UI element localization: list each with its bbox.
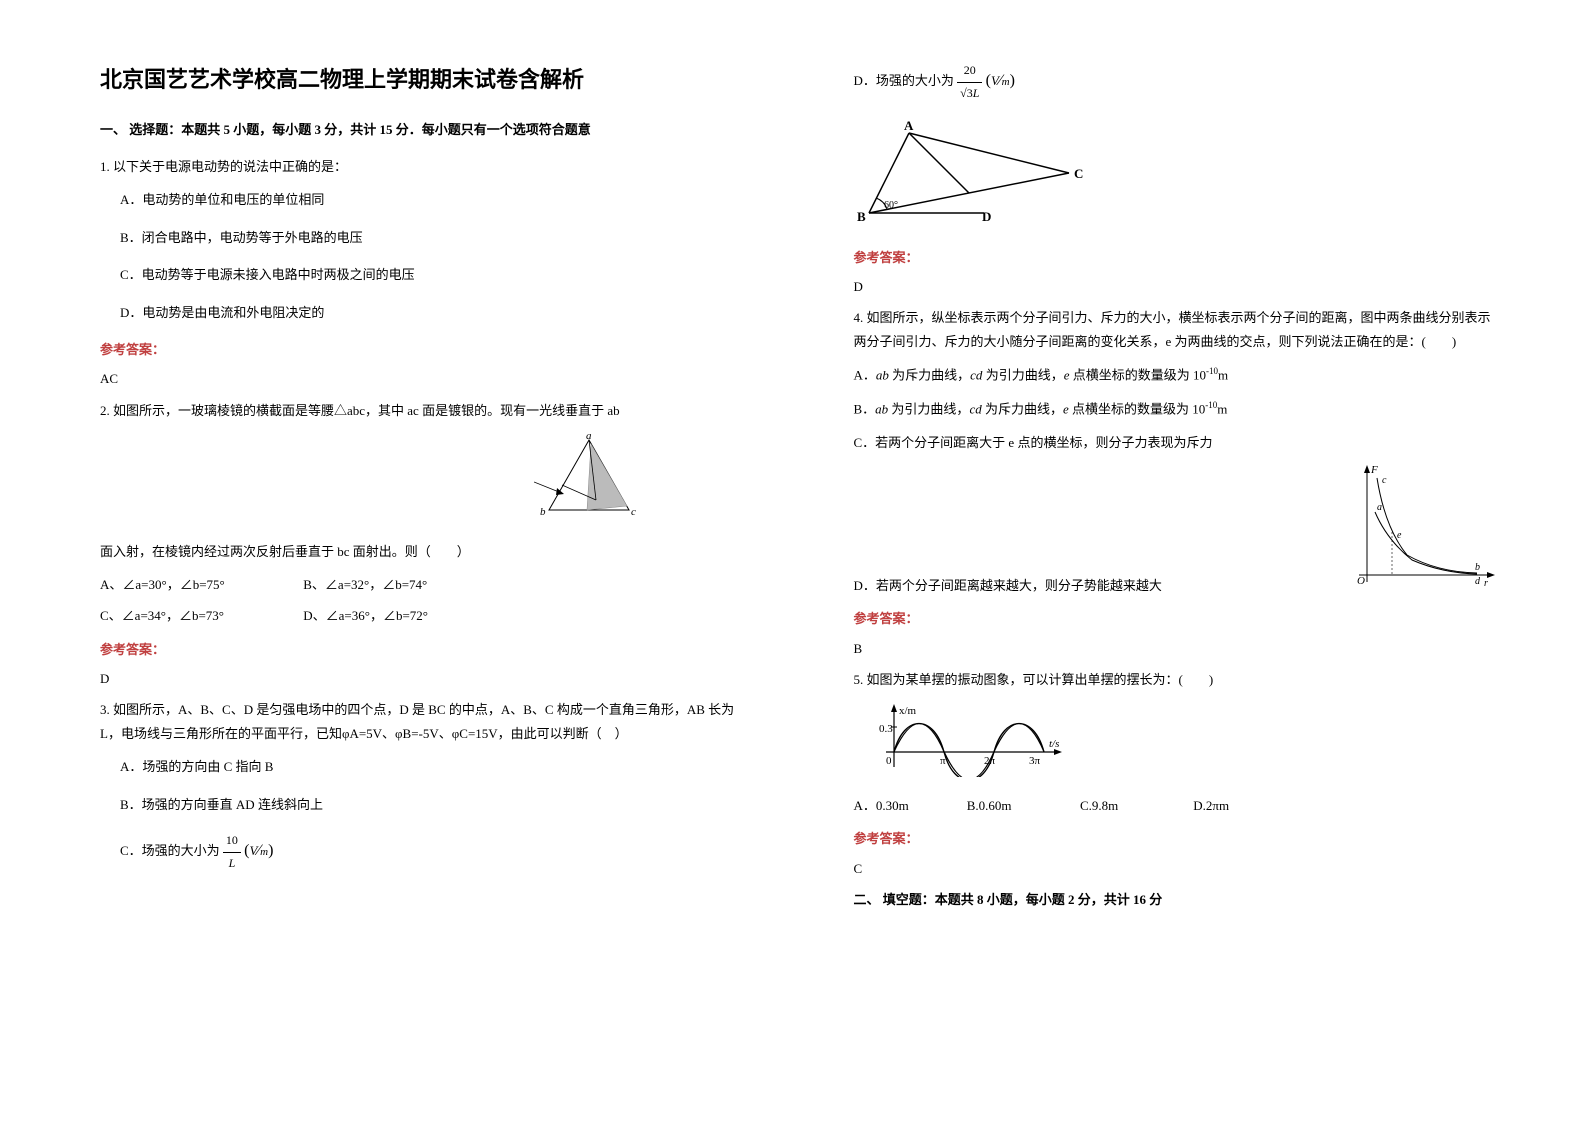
fraction-20-sqrt3L: 20√3L <box>957 60 982 104</box>
section-2-title: 二、 填空题：本题共 8 小题，每小题 2 分，共计 16 分 <box>854 888 1498 911</box>
q2-answer: D <box>100 667 744 690</box>
q2-stem: 2. 如图所示，一玻璃棱镜的横截面是等腰△abc，其中 ac 面是镀银的。现有一… <box>100 403 620 418</box>
svg-text:π: π <box>940 755 946 767</box>
q4-option-b: B．ab 为引力曲线，cd 为斥力曲线，e 点横坐标的数量级为 10-10m <box>854 397 1498 421</box>
section-1-title: 一、 选择题：本题共 5 小题，每小题 3 分，共计 15 分．每小题只有一个选… <box>100 118 744 141</box>
q1-option-c: C．电动势等于电源未接入电路中时两极之间的电压 <box>100 263 744 286</box>
q3-stem: 3. 如图所示，A、B、C、D 是匀强电场中的四个点，D 是 BC 的中点，A、… <box>100 698 744 745</box>
svg-text:D: D <box>982 209 991 224</box>
question-2: 2. 如图所示，一玻璃棱镜的横截面是等腰△abc，其中 ac 面是镀银的。现有一… <box>100 399 744 628</box>
q3-option-c: C．场强的大小为 10L (V⁄m) <box>100 830 744 874</box>
question-3: 3. 如图所示，A、B、C、D 是匀强电场中的四个点，D 是 BC 的中点，A、… <box>100 698 744 874</box>
q5-option-a: A．0.30m <box>854 794 964 817</box>
q2-option-a: A、∠a=30°，∠b=75° <box>100 573 300 596</box>
force-curves-svg: F O a c e b d r <box>1347 460 1497 590</box>
svg-text:x/m: x/m <box>899 705 917 717</box>
q4-option-a: A．ab 为斥力曲线，cd 为引力曲线，e 点横坐标的数量级为 10-10m <box>854 363 1498 387</box>
svg-text:r: r <box>1484 578 1488 589</box>
fraction-10-L: 10L <box>223 830 241 874</box>
svg-text:2π: 2π <box>984 755 996 767</box>
svg-text:b: b <box>1475 562 1480 573</box>
q4-answer: B <box>854 637 1498 660</box>
wave-svg: x/m 0.3 0 π 2π 3π t/s <box>874 702 1074 777</box>
svg-text:c: c <box>1382 475 1387 486</box>
q3-answer-label: 参考答案： <box>854 246 1498 269</box>
q2-diagram: a b c <box>100 432 744 529</box>
svg-text:d: d <box>1475 576 1481 587</box>
page-title: 北京国艺艺术学校高二物理上学期期末试卷含解析 <box>100 60 744 100</box>
svg-text:t/s: t/s <box>1049 738 1059 750</box>
right-column: D．场强的大小为 20√3L (V⁄m) A B C D 60° 参考答案： D… <box>794 0 1587 1122</box>
q1-option-b: B．闭合电路中，电动势等于外电路的电压 <box>100 226 744 249</box>
q4-row-d: D．若两个分子间距离越来越大，则分子势能越来越大 F O a c e b d <box>854 460 1498 597</box>
q2-option-c: C、∠a=34°，∠b=73° <box>100 604 300 627</box>
q5-option-b: B.0.60m <box>967 794 1077 817</box>
svg-text:c: c <box>631 506 636 518</box>
q3-option-d: D．场强的大小为 20√3L (V⁄m) <box>854 60 1498 104</box>
svg-text:F: F <box>1370 464 1378 476</box>
q2-option-b: B、∠a=32°，∠b=74° <box>303 577 427 592</box>
q3-diagram: A B C D 60° <box>854 118 1498 235</box>
triangle-svg: A B C D 60° <box>854 118 1084 228</box>
svg-text:O: O <box>1357 575 1365 587</box>
q3-answer: D <box>854 275 1498 298</box>
q2-options-row1: A、∠a=30°，∠b=75° B、∠a=32°，∠b=74° <box>100 573 744 596</box>
q3-option-b: B．场强的方向垂直 AD 连线斜向上 <box>100 793 744 816</box>
svg-text:e: e <box>1397 530 1402 541</box>
q2-option-d: D、∠a=36°，∠b=72° <box>303 608 428 623</box>
q4-stem: 4. 如图所示，纵坐标表示两个分子间引力、斥力的大小，横坐标表示两个分子间的距离… <box>854 306 1498 353</box>
svg-text:b: b <box>540 506 546 518</box>
q5-option-d: D.2πm <box>1193 794 1229 817</box>
q2-answer-label: 参考答案： <box>100 638 744 661</box>
q4-option-d: D．若两个分子间距离越来越大，则分子势能越来越大 <box>854 574 1348 597</box>
q4-answer-label: 参考答案： <box>854 607 1498 630</box>
svg-text:0.3: 0.3 <box>879 723 893 735</box>
left-column: 北京国艺艺术学校高二物理上学期期末试卷含解析 一、 选择题：本题共 5 小题，每… <box>0 0 794 1122</box>
question-1: 1. 以下关于电源电动势的说法中正确的是： A．电动势的单位和电压的单位相同 B… <box>100 155 744 324</box>
svg-text:60°: 60° <box>884 200 898 211</box>
prism-svg: a b c <box>534 432 644 522</box>
q2-stem-cont: 面入射，在棱镜内经过两次反射后垂直于 bc 面射出。则（ ） <box>100 540 744 563</box>
q1-option-a: A．电动势的单位和电压的单位相同 <box>100 188 744 211</box>
q5-answer-label: 参考答案： <box>854 827 1498 850</box>
q4-option-c: C．若两个分子间距离大于 e 点的横坐标，则分子力表现为斥力 <box>854 431 1498 454</box>
svg-text:B: B <box>857 209 866 224</box>
svg-text:a: a <box>1377 502 1382 513</box>
q1-answer-label: 参考答案： <box>100 338 744 361</box>
q5-option-c: C.9.8m <box>1080 794 1190 817</box>
svg-text:a: a <box>586 432 592 442</box>
svg-text:3π: 3π <box>1029 755 1041 767</box>
question-5: 5. 如图为某单摆的振动图象，可以计算出单摆的摆长为：( ) x/m 0.3 0… <box>854 668 1498 817</box>
q4-diagram: F O a c e b d r <box>1347 460 1497 597</box>
q1-stem: 1. 以下关于电源电动势的说法中正确的是： <box>100 155 744 178</box>
question-4: 4. 如图所示，纵坐标表示两个分子间引力、斥力的大小，横坐标表示两个分子间的距离… <box>854 306 1498 597</box>
q2-options-row2: C、∠a=34°，∠b=73° D、∠a=36°，∠b=72° <box>100 604 744 627</box>
q1-answer: AC <box>100 367 744 390</box>
svg-text:C: C <box>1074 166 1083 181</box>
q5-diagram: x/m 0.3 0 π 2π 3π t/s <box>854 702 1498 784</box>
q5-options: A．0.30m B.0.60m C.9.8m D.2πm <box>854 794 1498 817</box>
q1-option-d: D．电动势是由电流和外电阻决定的 <box>100 301 744 324</box>
q5-stem: 5. 如图为某单摆的振动图象，可以计算出单摆的摆长为：( ) <box>854 668 1498 691</box>
q3-option-a: A．场强的方向由 C 指向 B <box>100 755 744 778</box>
svg-text:0: 0 <box>886 755 892 767</box>
q5-answer: C <box>854 857 1498 880</box>
svg-text:A: A <box>904 118 914 133</box>
